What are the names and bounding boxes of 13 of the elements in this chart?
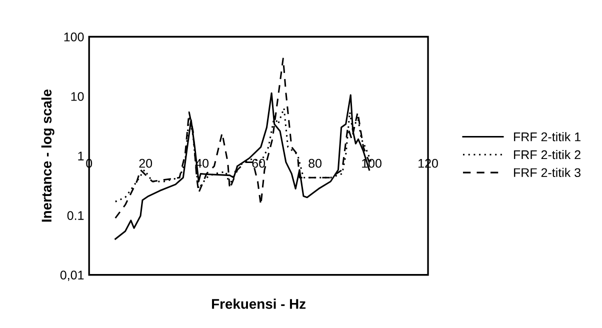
y-tick-label: 100 bbox=[64, 32, 84, 42]
x-tick-label: 20 bbox=[139, 158, 152, 168]
legend-label: FRF 2-titik 1 bbox=[514, 132, 580, 142]
legend-label: FRF 2-titik 2 bbox=[514, 150, 580, 160]
x-axis-title: Frekuensi - Hz bbox=[212, 298, 306, 309]
y-axis-title: Inertance - log scale bbox=[41, 90, 54, 222]
y-tick-label: 1 bbox=[78, 152, 84, 160]
legend-label: FRF 2-titik 3 bbox=[514, 168, 581, 178]
x-tick-label: 80 bbox=[308, 158, 322, 168]
x-tick-label: 60 bbox=[252, 158, 266, 168]
y-tick-label: 0.1 bbox=[67, 211, 84, 220]
y-tick-label: 0,01 bbox=[60, 270, 84, 281]
y-tick-label: 10 bbox=[71, 92, 84, 101]
